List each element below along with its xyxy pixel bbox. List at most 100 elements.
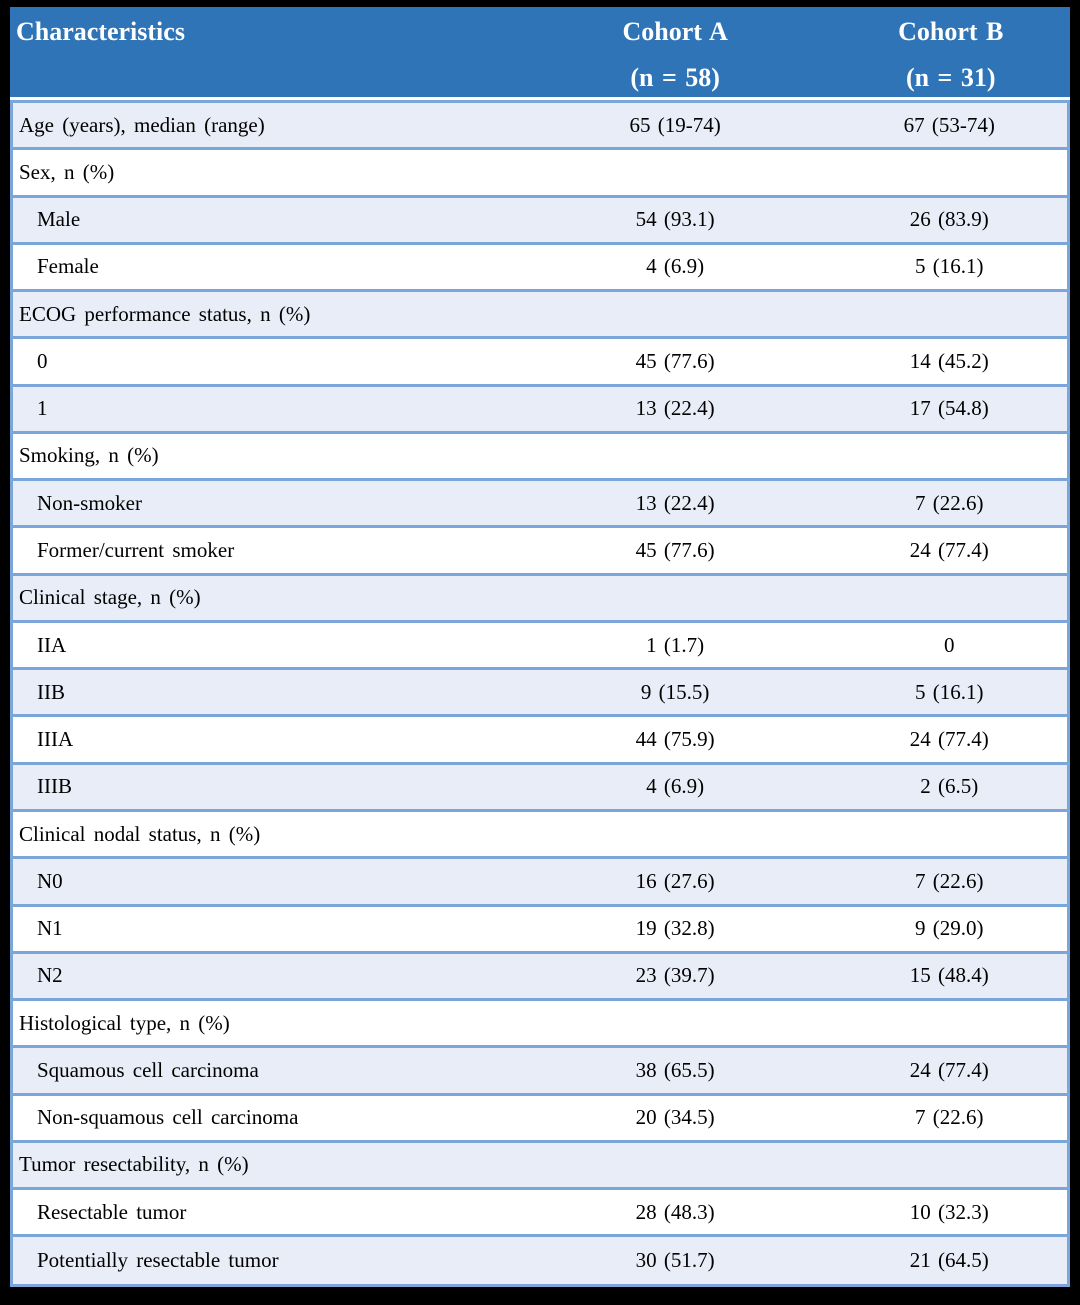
cohort-a-value: 38 (65.5) [518, 1045, 832, 1093]
table-row: N0 16 (27.6) 7 (22.6) [10, 856, 1070, 904]
cohort-b-value [831, 572, 1070, 620]
row-label: Potentially resectable tumor [10, 1234, 519, 1287]
cohort-b-sample-size: (n = 31) [905, 63, 996, 92]
row-label: Squamous cell carcinoma [10, 1045, 519, 1093]
cohort-b-value [831, 289, 1070, 337]
section-header-row: Sex, n (%) [10, 147, 1070, 195]
table-row: N1 19 (32.8) 9 (29.0) [10, 903, 1070, 951]
row-label: Non-smoker [10, 478, 519, 526]
cohort-a-value: 44 (75.9) [518, 714, 832, 762]
cohort-a-value: 65 (19-74) [518, 100, 832, 148]
table-row: IIIB 4 (6.9) 2 (6.5) [10, 761, 1070, 809]
cohort-b-value: 17 (54.8) [831, 383, 1070, 431]
row-label: Sex, n (%) [10, 147, 519, 195]
row-label: Former/current smoker [10, 525, 519, 573]
cohort-b-value [831, 430, 1070, 479]
section-header-row: Clinical stage, n (%) [10, 572, 1070, 620]
section-header-row: ECOG performance status, n (%) [10, 289, 1070, 337]
row-label: Male [10, 194, 519, 242]
cohort-a-value [518, 572, 832, 620]
patient-characteristics-table: Characteristics Cohort A (n = 58) Cohort… [10, 7, 1070, 1287]
cohort-b-title: Cohort B [898, 17, 1004, 46]
section-header-row: Tumor resectability, n (%) [10, 1139, 1070, 1188]
row-label: Histological type, n (%) [10, 998, 519, 1046]
table-row: Non-smoker 13 (22.4) 7 (22.6) [10, 478, 1070, 526]
row-label: IIA [10, 619, 519, 668]
row-label: 1 [10, 383, 519, 431]
cohort-a-value: 4 (6.9) [518, 761, 832, 809]
cohort-b-value [831, 808, 1070, 857]
cohort-a-value: 13 (22.4) [518, 383, 832, 431]
cohort-b-value: 21 (64.5) [831, 1234, 1070, 1287]
section-header-row: Smoking, n (%) [10, 430, 1070, 479]
cohort-a-value: 20 (34.5) [518, 1092, 832, 1140]
table-row: Female 4 (6.9) 5 (16.1) [10, 241, 1070, 290]
cohort-b-value: 67 (53-74) [831, 100, 1070, 148]
cohort-b-value: 9 (29.0) [831, 903, 1070, 951]
characteristics-table: Characteristics Cohort A (n = 58) Cohort… [10, 7, 1070, 1287]
table-row: Male 54 (93.1) 26 (83.9) [10, 194, 1070, 242]
cohort-a-value [518, 289, 832, 337]
row-label: Tumor resectability, n (%) [10, 1139, 519, 1188]
row-label: N2 [10, 950, 519, 999]
cohort-a-value: 1 (1.7) [518, 619, 832, 668]
row-label: ECOG performance status, n (%) [10, 289, 519, 337]
cohort-a-value: 45 (77.6) [518, 336, 832, 384]
table-row: 1 13 (22.4) 17 (54.8) [10, 383, 1070, 431]
cohort-b-value: 5 (16.1) [831, 241, 1070, 290]
row-label: Clinical nodal status, n (%) [10, 808, 519, 857]
row-label: Age (years), median (range) [10, 100, 519, 148]
cohort-a-value [518, 430, 832, 479]
cohort-a-value: 13 (22.4) [518, 478, 832, 526]
cohort-a-value: 45 (77.6) [518, 525, 832, 573]
header-cohort-b: Cohort B (n = 31) [831, 7, 1070, 100]
cohort-b-value: 5 (16.1) [831, 667, 1070, 715]
row-label: 0 [10, 336, 519, 384]
cohort-a-value: 9 (15.5) [518, 667, 832, 715]
table-row: 0 45 (77.6) 14 (45.2) [10, 336, 1070, 384]
cohort-a-value: 28 (48.3) [518, 1187, 832, 1235]
table-row: Resectable tumor 28 (48.3) 10 (32.3) [10, 1187, 1070, 1235]
cohort-b-value: 0 [831, 619, 1070, 668]
section-header-row: Clinical nodal status, n (%) [10, 808, 1070, 857]
cohort-a-value [518, 808, 832, 857]
table-row: IIB 9 (15.5) 5 (16.1) [10, 667, 1070, 715]
cohort-b-value: 7 (22.6) [831, 478, 1070, 526]
cohort-b-value: 24 (77.4) [831, 525, 1070, 573]
row-label: Non-squamous cell carcinoma [10, 1092, 519, 1140]
table-row: IIIA 44 (75.9) 24 (77.4) [10, 714, 1070, 762]
table-row: Former/current smoker 45 (77.6) 24 (77.4) [10, 525, 1070, 573]
header-row: Characteristics Cohort A (n = 58) Cohort… [10, 7, 1070, 100]
cohort-b-value [831, 998, 1070, 1046]
cohort-a-value [518, 147, 832, 195]
cohort-a-value: 23 (39.7) [518, 950, 832, 999]
row-label: Smoking, n (%) [10, 430, 519, 479]
cohort-a-value: 30 (51.7) [518, 1234, 832, 1287]
cohort-a-value: 54 (93.1) [518, 194, 832, 242]
row-label: Female [10, 241, 519, 290]
header-cohort-a: Cohort A (n = 58) [518, 7, 832, 100]
cohort-b-value [831, 1139, 1070, 1188]
row-label: N1 [10, 903, 519, 951]
row-label: Resectable tumor [10, 1187, 519, 1235]
cohort-b-value: 7 (22.6) [831, 856, 1070, 904]
table-body: Age (years), median (range) 65 (19-74) 67 … [10, 100, 1070, 1287]
cohort-b-value: 15 (48.4) [831, 950, 1070, 999]
row-label: IIIB [10, 761, 519, 809]
table-row: Squamous cell carcinoma 38 (65.5) 24 (77.4… [10, 1045, 1070, 1093]
row-label: IIIA [10, 714, 519, 762]
table-row: IIA 1 (1.7) 0 [10, 619, 1070, 668]
cohort-a-value [518, 998, 832, 1046]
table-row: N2 23 (39.7) 15 (48.4) [10, 950, 1070, 999]
cohort-a-sample-size: (n = 58) [630, 63, 720, 92]
cohort-b-value: 7 (22.6) [831, 1092, 1070, 1140]
cohort-b-value: 26 (83.9) [831, 194, 1070, 242]
row-label: Clinical stage, n (%) [10, 572, 519, 620]
cohort-a-value: 16 (27.6) [518, 856, 832, 904]
cohort-a-value [518, 1139, 832, 1188]
cohort-b-value [831, 147, 1070, 195]
row-label: IIB [10, 667, 519, 715]
table-row: Non-squamous cell carcinoma 20 (34.5) 7 (2… [10, 1092, 1070, 1140]
cohort-b-value: 14 (45.2) [831, 336, 1070, 384]
